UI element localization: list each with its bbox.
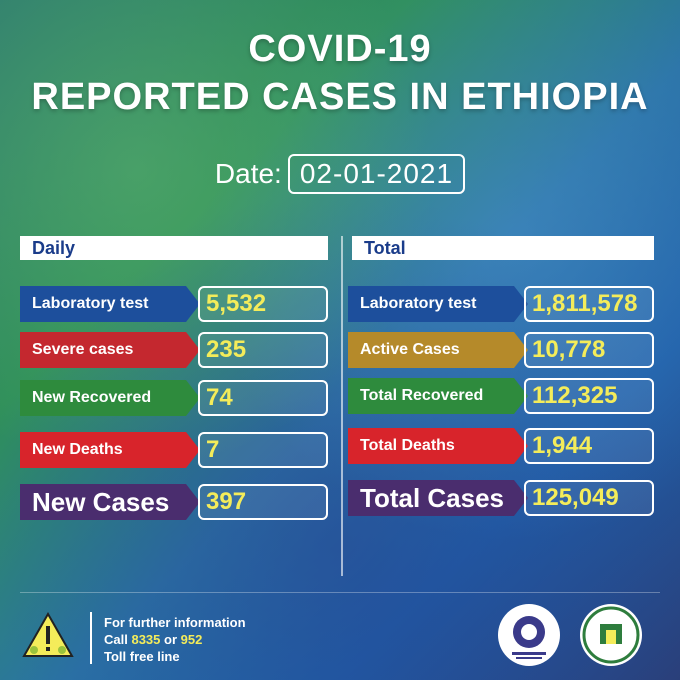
daily-row-severe: Severe cases 235 bbox=[20, 332, 328, 368]
total-row-active: Active Cases 10,778 bbox=[348, 332, 654, 368]
footer-info-call: Call 8335 or 952 bbox=[104, 631, 246, 648]
total-header: Total bbox=[352, 236, 654, 260]
daily-lab-test-label: Laboratory test bbox=[20, 286, 200, 322]
page-title-line2: REPORTED CASES IN ETHIOPIA bbox=[31, 76, 649, 118]
total-deaths-value: 1,944 bbox=[524, 428, 654, 464]
daily-new-cases-value: 397 bbox=[198, 484, 328, 520]
daily-severe-value: 235 bbox=[198, 332, 328, 368]
date-row: Date: 02-01-2021 bbox=[0, 154, 680, 194]
total-row-deaths: Total Deaths 1,944 bbox=[348, 428, 654, 464]
page-title-line1: COVID-19 bbox=[248, 28, 432, 70]
total-recovered-value: 112,325 bbox=[524, 378, 654, 414]
daily-new-cases-label: New Cases bbox=[20, 484, 200, 520]
daily-recovered-label: New Recovered bbox=[20, 380, 200, 416]
total-row-lab-test: Laboratory test 1,811,578 bbox=[348, 286, 654, 322]
total-active-value: 10,778 bbox=[524, 332, 654, 368]
footer-info-line3: Toll free line bbox=[104, 649, 180, 664]
call-or: or bbox=[160, 632, 181, 647]
total-cases-value: 125,049 bbox=[524, 480, 654, 516]
footer-info-line1: For further information bbox=[104, 615, 246, 630]
call-number-2: 952 bbox=[180, 632, 203, 647]
date-value: 02-01-2021 bbox=[287, 154, 466, 194]
date-label: Date: bbox=[214, 158, 282, 189]
total-lab-test-value: 1,811,578 bbox=[524, 286, 654, 322]
daily-row-recovered: New Recovered 74 bbox=[20, 380, 328, 416]
total-row-recovered: Total Recovered 112,325 bbox=[348, 378, 654, 414]
total-deaths-label: Total Deaths bbox=[348, 428, 528, 464]
daily-severe-label: Severe cases bbox=[20, 332, 200, 368]
daily-row-deaths: New Deaths 7 bbox=[20, 432, 328, 468]
footer-divider bbox=[20, 592, 660, 593]
daily-row-lab-test: Laboratory test 5,532 bbox=[20, 286, 328, 322]
ethiopian-public-health-institute-logo bbox=[580, 604, 642, 666]
daily-deaths-label: New Deaths bbox=[20, 432, 200, 468]
daily-row-new-cases: New Cases 397 bbox=[20, 484, 328, 520]
total-active-label: Active Cases bbox=[348, 332, 528, 368]
daily-header: Daily bbox=[20, 236, 328, 260]
call-number-1: 8335 bbox=[131, 632, 161, 647]
call-prefix: Call bbox=[104, 632, 132, 647]
daily-lab-test-value: 5,532 bbox=[198, 286, 328, 322]
total-row-total-cases: Total Cases 125,049 bbox=[348, 480, 654, 516]
ministry-of-health-logo bbox=[498, 604, 560, 666]
total-lab-test-label: Laboratory test bbox=[348, 286, 528, 322]
total-recovered-label: Total Recovered bbox=[348, 378, 528, 414]
footer-vertical-bar bbox=[90, 612, 92, 664]
total-cases-label: Total Cases bbox=[348, 480, 528, 516]
warning-virus-icon bbox=[22, 611, 74, 658]
column-divider bbox=[341, 236, 343, 576]
daily-deaths-value: 7 bbox=[198, 432, 328, 468]
footer-info: For further information Call 8335 or 952… bbox=[104, 614, 246, 665]
daily-recovered-value: 74 bbox=[198, 380, 328, 416]
